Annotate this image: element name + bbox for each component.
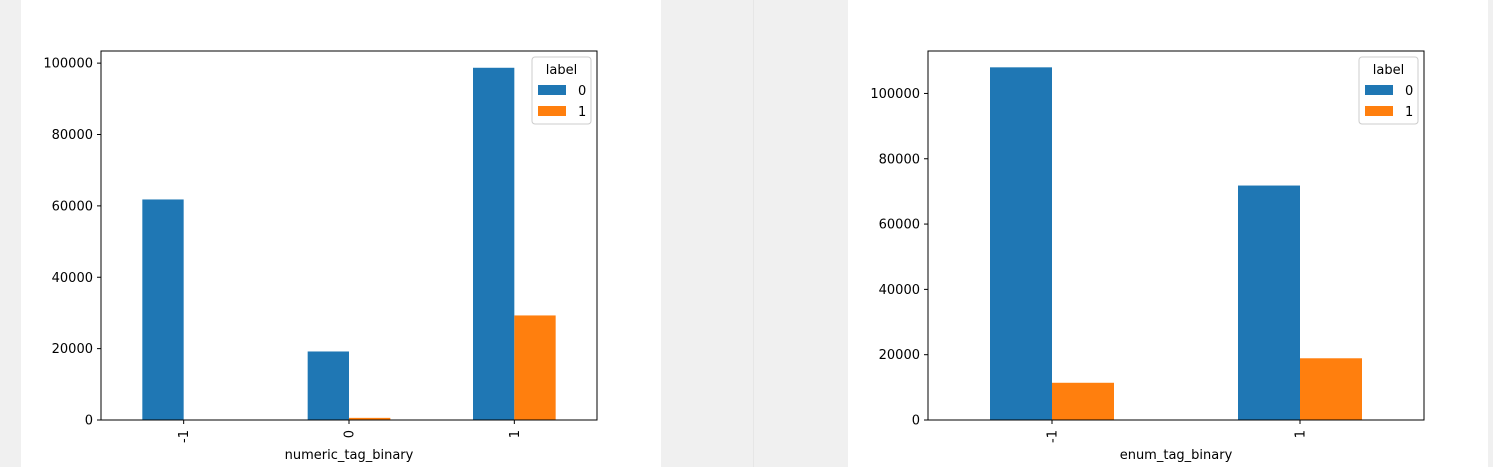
x-axis-label: numeric_tag_binary (285, 448, 414, 463)
x-axis-label: enum_tag_binary (1120, 448, 1233, 463)
y-tick-label: 60000 (52, 199, 93, 214)
y-tick-label: 100000 (870, 87, 920, 102)
y-tick-label: 0 (85, 414, 93, 429)
legend-label-1: 1 (1405, 105, 1413, 120)
bar-series-1-1 (514, 315, 556, 420)
y-tick-label: 40000 (52, 271, 93, 286)
x-tick-label: 1 (1294, 430, 1309, 438)
x-tick-label: -1 (177, 430, 192, 443)
y-tick-label: 60000 (879, 218, 920, 233)
legend-title: label (1373, 63, 1404, 78)
y-tick-label: 0 (912, 414, 920, 429)
bar-series-0-1 (473, 67, 515, 421)
legend-label-1: 1 (578, 105, 586, 120)
bar-series-1-1 (1300, 358, 1362, 420)
scrollbar-gutter (1488, 0, 1493, 467)
bar-series-1--1 (1052, 382, 1114, 420)
x-tick-label: 1 (508, 430, 523, 438)
plot-frame (927, 50, 1425, 421)
y-tick-label: 100000 (43, 57, 93, 72)
y-tick-label: 80000 (52, 128, 93, 143)
legend-title: label (546, 63, 577, 78)
legend-label-0: 0 (1405, 84, 1413, 99)
legend-label-0: 0 (578, 84, 586, 99)
bar-series-0-1 (1238, 185, 1300, 420)
x-tick-label: -1 (1046, 430, 1061, 443)
y-tick-label: 20000 (52, 342, 93, 357)
legend-swatch-1 (538, 106, 566, 116)
legend-swatch-1 (1365, 106, 1393, 116)
gutter-divider (753, 0, 754, 467)
bar-series-0--1 (142, 199, 184, 420)
y-tick-label: 20000 (879, 348, 920, 363)
bar-series-0--1 (990, 67, 1052, 420)
legend-swatch-0 (538, 85, 566, 95)
legend-swatch-0 (1365, 85, 1393, 95)
y-tick-label: 40000 (879, 283, 920, 298)
x-tick-label: 0 (343, 430, 358, 438)
bar-series-0-0 (307, 351, 349, 420)
bar-series-1-0 (349, 417, 391, 420)
y-tick-label: 80000 (879, 152, 920, 167)
